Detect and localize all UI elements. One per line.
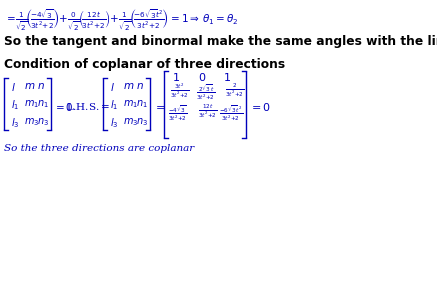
Text: $l$: $l$ xyxy=(11,81,16,93)
Text: $n_1$: $n_1$ xyxy=(136,98,148,110)
Text: $l_3$: $l_3$ xyxy=(11,116,20,130)
Text: $n_1$: $n_1$ xyxy=(37,98,49,110)
Text: $n$: $n$ xyxy=(37,81,45,91)
Text: $m_1$: $m_1$ xyxy=(123,98,138,110)
Text: $\frac{-6\sqrt{3}t^2}{3t^2\!+\!2}$: $\frac{-6\sqrt{3}t^2}{3t^2\!+\!2}$ xyxy=(219,103,243,123)
Text: $=\!\frac{1}{\sqrt{2}}\!\left(\!\frac{-4\sqrt{3}}{3t^2\!+\!2}\!\right)\!+\!\frac: $=\!\frac{1}{\sqrt{2}}\!\left(\!\frac{-4… xyxy=(4,8,238,33)
Text: $\frac{12t}{3t^2\!+\!2}$: $\frac{12t}{3t^2\!+\!2}$ xyxy=(198,103,218,120)
Text: So the tangent and binormal make the same angles with the line: So the tangent and binormal make the sam… xyxy=(4,35,437,48)
Text: $n$: $n$ xyxy=(136,81,144,91)
Text: $1$: $1$ xyxy=(223,71,231,83)
Text: $1$: $1$ xyxy=(172,71,180,83)
Text: $l_1$: $l_1$ xyxy=(110,98,118,112)
Text: $m_1$: $m_1$ xyxy=(24,98,39,110)
Text: $n_3$: $n_3$ xyxy=(37,116,49,128)
Text: $m$: $m$ xyxy=(123,81,135,91)
Text: $m$: $m$ xyxy=(24,81,35,91)
Text: $l$: $l$ xyxy=(110,81,115,93)
Text: $\frac{2\sqrt{3}t}{3t^2\!+\!2}$: $\frac{2\sqrt{3}t}{3t^2\!+\!2}$ xyxy=(196,82,215,102)
Text: $= 0$: $= 0$ xyxy=(249,101,271,113)
Text: $=0$: $=0$ xyxy=(53,101,73,113)
Text: $n_3$: $n_3$ xyxy=(136,116,148,128)
Text: L.H.S.$=$: L.H.S.$=$ xyxy=(66,101,110,112)
Text: $m_3$: $m_3$ xyxy=(123,116,138,128)
Text: $\frac{-4\sqrt{3}}{3t^2\!+\!2}$: $\frac{-4\sqrt{3}}{3t^2\!+\!2}$ xyxy=(168,103,187,123)
Text: $\frac{3t^2}{3t^2\!+\!2}$: $\frac{3t^2}{3t^2\!+\!2}$ xyxy=(170,82,190,100)
Text: $0$: $0$ xyxy=(198,71,206,83)
Text: So the three directions are coplanar: So the three directions are coplanar xyxy=(4,144,194,153)
Text: $=$: $=$ xyxy=(153,101,165,111)
Text: $l_1$: $l_1$ xyxy=(11,98,19,112)
Text: $l_3$: $l_3$ xyxy=(110,116,118,130)
Text: Condition of coplanar of three directions: Condition of coplanar of three direction… xyxy=(4,58,285,71)
Text: $m_3$: $m_3$ xyxy=(24,116,39,128)
Text: $\frac{2}{3t^2\!+\!2}$: $\frac{2}{3t^2\!+\!2}$ xyxy=(225,82,245,99)
